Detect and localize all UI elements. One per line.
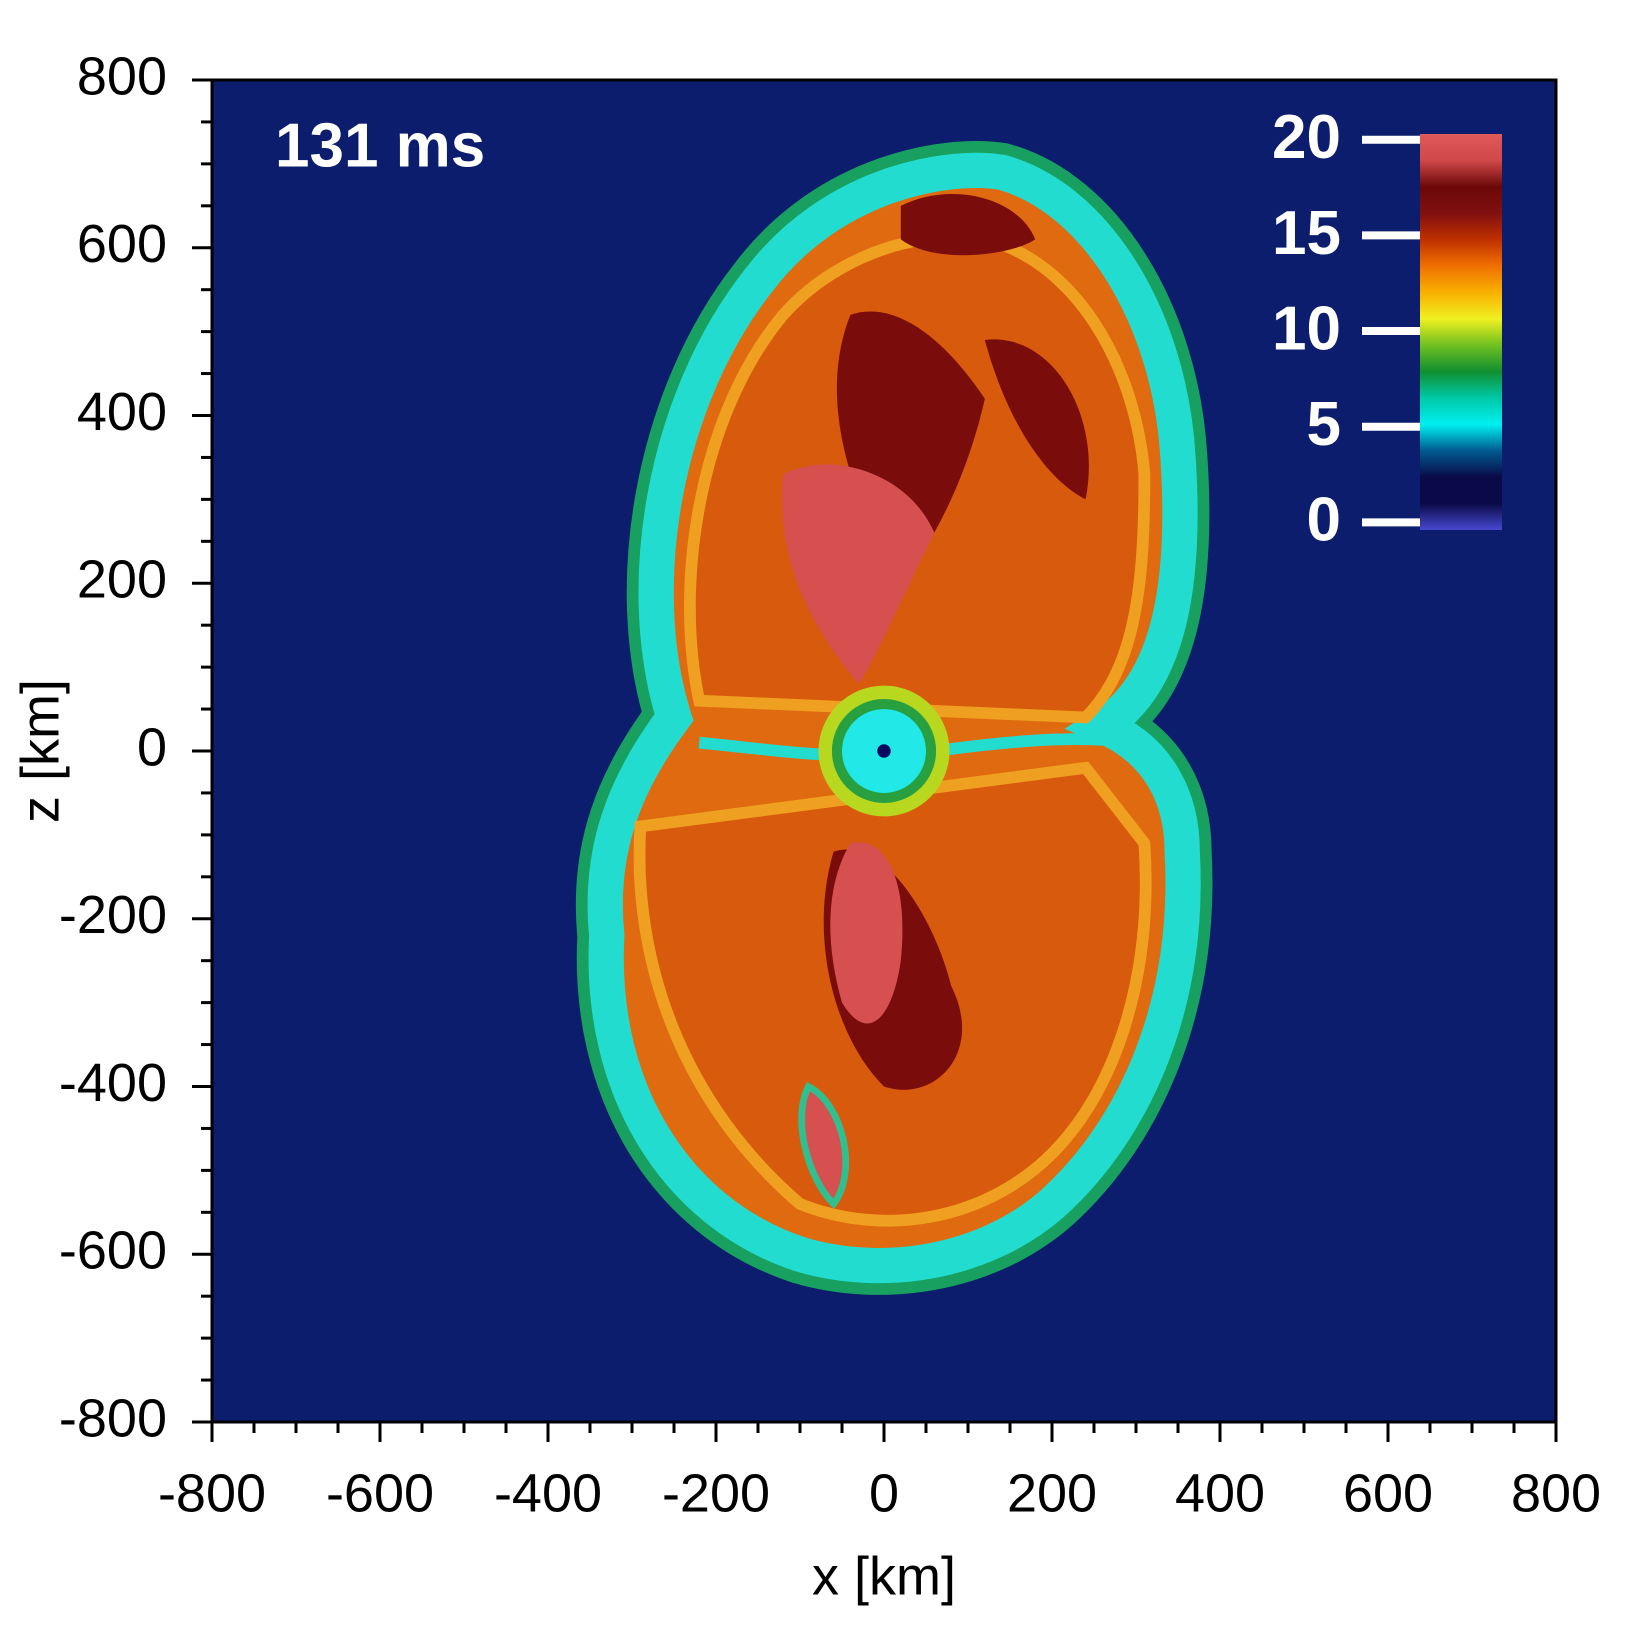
- colorbar-tick-label: 20: [1272, 103, 1341, 172]
- colorbar-tick-label: 10: [1272, 294, 1341, 363]
- y-tick-label: -200: [59, 885, 167, 945]
- x-tick-label: 0: [869, 1463, 899, 1523]
- y-tick-label: 600: [77, 214, 167, 274]
- y-tick-label: -800: [59, 1388, 167, 1448]
- y-tick-label: 400: [77, 382, 167, 442]
- colorbar-tick-label: 5: [1307, 390, 1341, 459]
- colorbar-tick-label: 15: [1272, 199, 1341, 268]
- x-tick-label: -600: [326, 1463, 434, 1523]
- x-tick-label: 600: [1343, 1463, 1433, 1523]
- y-tick-label: 800: [77, 46, 167, 106]
- y-tick-label: -600: [59, 1221, 167, 1281]
- y-axis-label: z [km]: [10, 679, 70, 823]
- time-annotation: 131 ms: [275, 111, 485, 180]
- y-tick-label: 200: [77, 550, 167, 610]
- y-tick-label: -400: [59, 1053, 167, 1113]
- x-tick-label: -200: [662, 1463, 770, 1523]
- y-tick-label: 0: [137, 717, 167, 777]
- colorbar-tick-label: 0: [1307, 486, 1341, 555]
- x-axis-label: x [km]: [812, 1546, 956, 1606]
- x-tick-label: 400: [1175, 1463, 1265, 1523]
- x-tick-label: 200: [1007, 1463, 1097, 1523]
- x-tick-label: -800: [158, 1463, 266, 1523]
- ejecta: [575, 141, 1213, 1295]
- x-tick-label: -400: [494, 1463, 602, 1523]
- field-image: [575, 141, 1213, 1295]
- colorbar: [1420, 134, 1502, 530]
- x-tick-label: 800: [1511, 1463, 1601, 1523]
